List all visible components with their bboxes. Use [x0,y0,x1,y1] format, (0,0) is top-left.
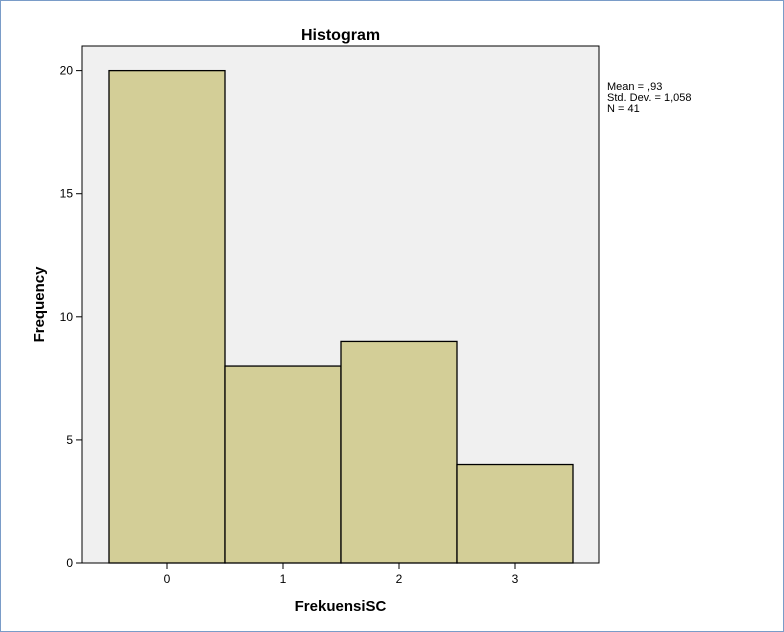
y-ticks-group: 0 5 10 15 20 [60,64,82,570]
y-tick-label: 0 [66,556,73,570]
x-tick-label: 2 [396,572,403,586]
stat-n: N = 41 [607,103,640,115]
histogram-bar-3 [456,463,574,564]
stat-mean: Mean = ,93 [607,81,662,93]
x-axis-label: FrekuensiSC [295,598,387,615]
x-tick-label: 1 [280,572,287,586]
histogram-bar-0 [108,69,226,564]
y-axis-label: Frequency [31,266,48,343]
y-tick-label: 20 [60,64,74,78]
x-ticks-group: 0 1 2 3 [164,563,519,586]
y-tick-label: 5 [66,433,73,447]
bars-group [108,69,574,564]
y-tick-label: 15 [60,187,74,201]
stat-std-dev: Std. Dev. = 1,058 [607,92,692,104]
histogram-bar-1 [224,365,342,564]
y-tick-label: 10 [60,310,74,324]
x-tick-label: 3 [512,572,519,586]
chart-title: Histogram [301,27,380,44]
histogram-bar-2 [340,340,458,564]
x-tick-label: 0 [164,572,171,586]
